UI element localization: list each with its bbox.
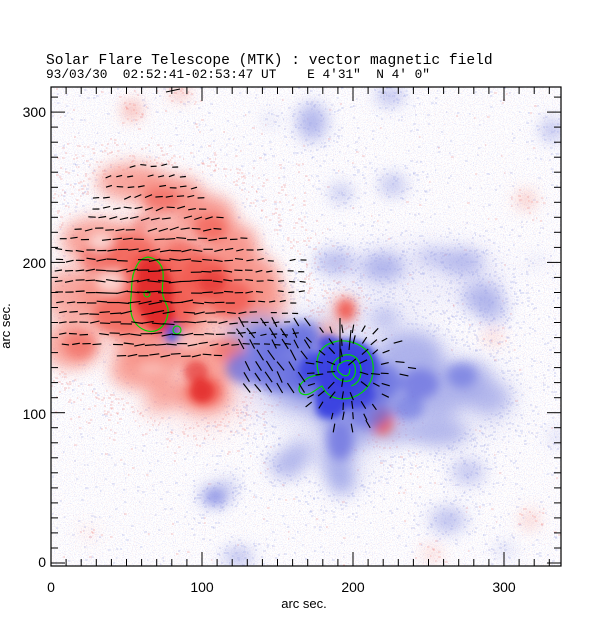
- svg-text:100: 100: [190, 579, 214, 595]
- svg-text:93/03/30 02:52:41-02:53:47 UT: 93/03/30 02:52:41-02:53:47 UT E 4'31" N …: [46, 67, 430, 82]
- svg-text:200: 200: [341, 579, 365, 595]
- svg-text:100: 100: [23, 406, 47, 422]
- svg-text:0: 0: [47, 579, 55, 595]
- svg-text:300: 300: [23, 104, 47, 120]
- svg-text:arc sec.: arc sec.: [281, 596, 327, 611]
- svg-text:300: 300: [492, 579, 516, 595]
- svg-text:200: 200: [23, 255, 47, 271]
- svg-text:Solar Flare Telescope (MTK) :: Solar Flare Telescope (MTK) : vector mag…: [46, 53, 493, 69]
- svg-text:arc sec.: arc sec.: [0, 303, 13, 349]
- svg-text:0: 0: [38, 554, 46, 570]
